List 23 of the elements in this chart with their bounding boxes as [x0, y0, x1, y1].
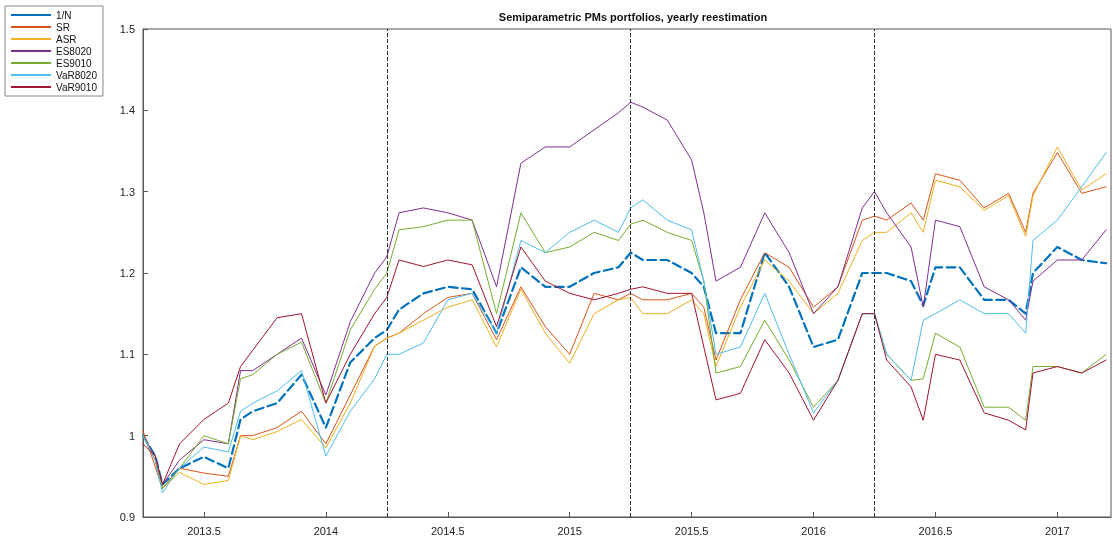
legend-label: ES8020	[56, 45, 93, 57]
x-tick-label: 2015.5	[674, 524, 709, 537]
y-tick-label: 1.3	[119, 185, 135, 198]
y-tick-label: 1.1	[119, 348, 135, 361]
chart-title: Semiparametric PMs portfolios, yearly reestimation	[498, 10, 768, 23]
legend-label: ASR	[56, 33, 77, 45]
legend-label: SR	[56, 21, 70, 33]
y-tick-label: 1.5	[119, 23, 135, 35]
x-tick-label: 2014.5	[430, 524, 465, 537]
y-tick-label: 1	[128, 429, 135, 442]
x-tick-label: 2017	[1045, 524, 1070, 537]
x-tick-label: 2015	[557, 524, 582, 537]
legend-label: ES9010	[56, 57, 93, 69]
legend-label: VaR8020	[56, 69, 98, 81]
y-tick-label: 1.4	[119, 104, 135, 117]
x-tick-label: 2016	[801, 524, 826, 537]
x-tick-label: 2016.5	[918, 524, 953, 537]
x-tick-label: 2014	[313, 524, 339, 537]
legend-label: VaR9010	[56, 81, 98, 93]
y-tick-label: 1.2	[119, 267, 135, 279]
legend-label: 1/N	[56, 9, 72, 21]
y-tick-label: 0.9	[119, 511, 135, 523]
x-tick-label: 2013.5	[187, 524, 221, 537]
